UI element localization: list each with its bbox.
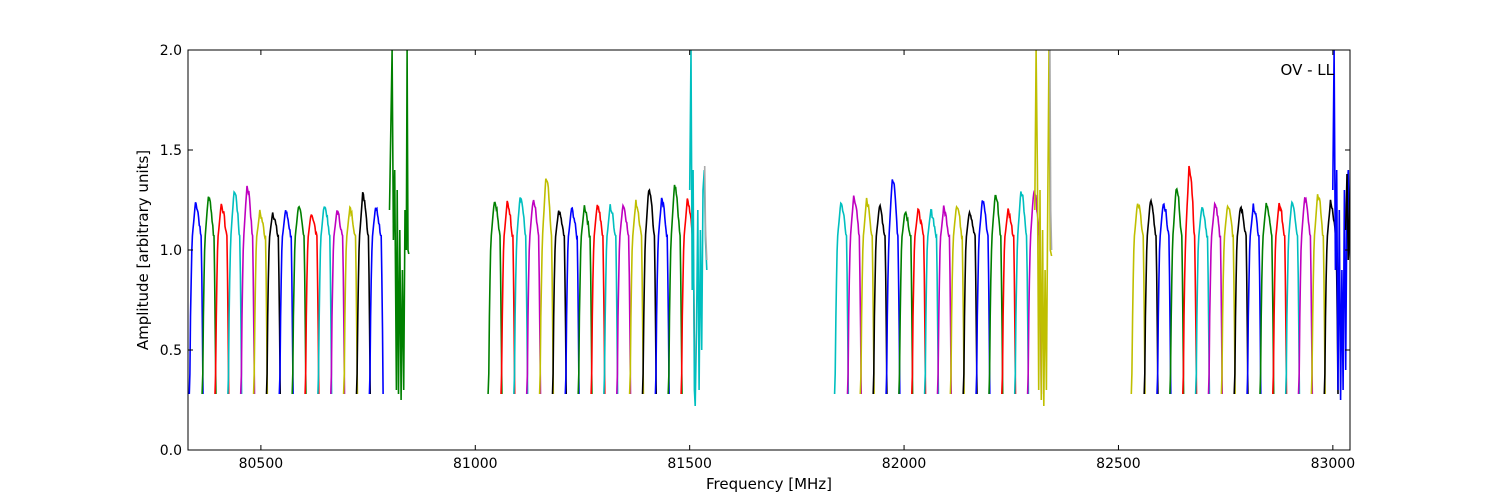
subband-line xyxy=(872,202,888,395)
edge-noise-line xyxy=(1034,50,1053,407)
subband-line xyxy=(898,210,914,395)
x-axis-title: Frequency [MHz] xyxy=(706,475,832,493)
subband-line xyxy=(1310,194,1326,395)
subband-line xyxy=(304,213,320,395)
subband-line xyxy=(846,195,862,395)
subband-line xyxy=(603,204,619,395)
subband-line xyxy=(1207,201,1223,395)
subband-line xyxy=(859,197,875,395)
x-tick-label: 82000 xyxy=(882,456,927,472)
subband-line xyxy=(616,203,632,395)
tick-layer: 80500 81000 81500 82000 82500 83000 0.0 0.5 1.0 1… xyxy=(160,43,1355,472)
subband-line xyxy=(1143,197,1159,395)
subband-line xyxy=(265,212,281,395)
subband-line xyxy=(1233,205,1249,395)
subband-line xyxy=(1259,202,1275,395)
subband-line xyxy=(1272,202,1288,395)
subband-line xyxy=(911,207,927,395)
edge-noise-line xyxy=(1049,50,1053,251)
x-tick-label: 81500 xyxy=(667,456,712,472)
subband-line xyxy=(368,206,384,395)
subband-line xyxy=(1013,191,1030,395)
subband-line xyxy=(962,209,978,395)
subband-line xyxy=(355,191,371,395)
edge-noise-line xyxy=(703,165,708,261)
y-tick-label: 2.0 xyxy=(160,43,182,59)
subband-line xyxy=(487,201,503,395)
subband-line xyxy=(1169,187,1185,395)
subband-line xyxy=(500,200,516,395)
subband-line xyxy=(628,199,645,395)
subband-line xyxy=(564,206,580,395)
subband-line xyxy=(188,202,204,395)
subband-line xyxy=(988,194,1004,395)
y-tick-label: 1.0 xyxy=(160,243,182,259)
subband-line xyxy=(201,196,217,395)
subband-line xyxy=(641,188,657,395)
subband-line xyxy=(975,200,991,395)
subband-line xyxy=(317,206,333,395)
subband-line xyxy=(551,210,567,395)
subband-line xyxy=(513,197,529,395)
subband-line xyxy=(252,209,269,395)
subband-line xyxy=(949,204,965,395)
subband-line xyxy=(1130,203,1146,395)
x-tick-label: 80500 xyxy=(239,456,284,472)
subband-line xyxy=(590,204,606,395)
subband-line xyxy=(667,184,683,395)
subband-line xyxy=(330,210,346,395)
subband-line xyxy=(1156,202,1172,395)
subband-line xyxy=(1246,203,1262,395)
subband-line xyxy=(1220,204,1236,395)
subband-line xyxy=(278,210,294,395)
subband-line xyxy=(885,179,901,395)
subband-line xyxy=(1194,206,1211,395)
edge-noise-line xyxy=(388,50,410,401)
subband-line xyxy=(1182,165,1198,395)
subband-line xyxy=(833,201,850,395)
edge-noise-line xyxy=(1332,50,1350,401)
subband-line xyxy=(538,178,555,395)
subband-line xyxy=(525,199,542,395)
subband-line xyxy=(936,205,952,395)
subband-line xyxy=(577,205,593,395)
x-tick-label: 83000 xyxy=(1311,456,1356,472)
subband-line xyxy=(1001,208,1017,395)
y-axis-title: Amplitude [arbitrary units] xyxy=(134,150,152,350)
edge-noise-line xyxy=(688,50,708,407)
subband-line xyxy=(227,190,243,395)
subband-line xyxy=(342,205,359,395)
subband-line xyxy=(1284,200,1301,395)
plot-annotation: OV - LL xyxy=(1281,61,1335,79)
subband-line xyxy=(214,203,230,395)
subband-line xyxy=(291,205,307,395)
series-layer xyxy=(188,50,1350,407)
x-tick-label: 82500 xyxy=(1096,456,1141,472)
subband-line xyxy=(1297,196,1314,395)
subband-line xyxy=(923,208,940,395)
y-tick-label: 0.0 xyxy=(160,443,182,459)
subband-line xyxy=(654,197,670,395)
y-tick-label: 0.5 xyxy=(160,343,182,359)
subband-line xyxy=(239,185,256,395)
plot-frame xyxy=(187,49,1351,451)
y-tick-label: 1.5 xyxy=(160,143,182,159)
x-tick-label: 81000 xyxy=(453,456,498,472)
